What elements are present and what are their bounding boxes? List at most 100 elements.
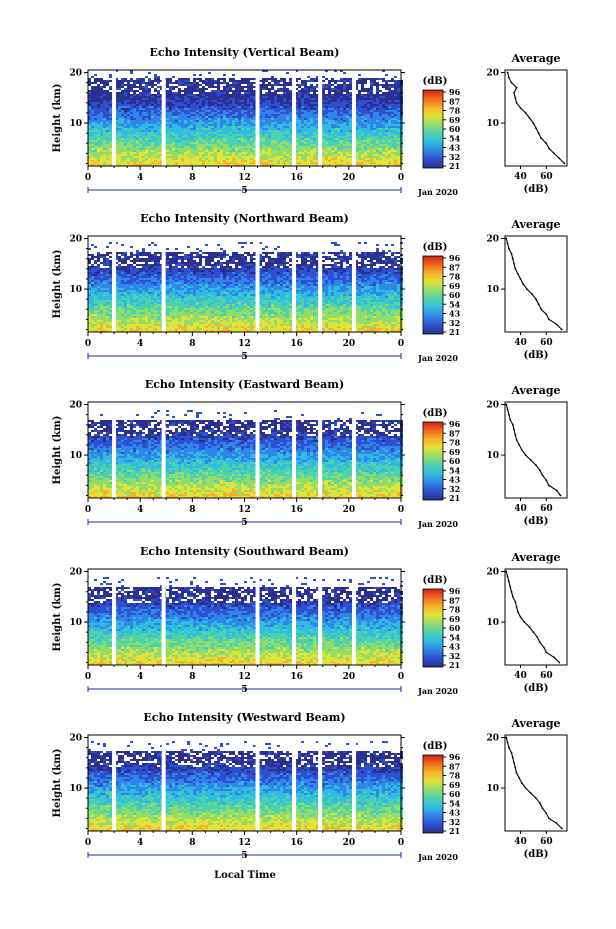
heatmap-cell [262,78,265,80]
heatmap-cell [184,148,187,150]
heatmap-cell [97,150,100,152]
heatmap-cell [214,100,217,102]
heatmap-cell [250,136,253,138]
heatmap-cell [127,112,130,114]
heatmap-cell [238,136,241,138]
heatmap-cell [247,98,250,100]
heatmap-cell [208,150,211,152]
heatmap-cell [136,134,139,136]
heatmap-cell [271,128,274,130]
heatmap-cell [205,92,208,94]
heatmap-cell [181,134,184,136]
heatmap-cell [244,116,247,118]
heatmap-cell [109,150,112,152]
heatmap-cell [235,98,238,100]
heatmap-cell [217,132,220,134]
heatmap-cell [196,108,199,110]
heatmap-cell [241,108,244,110]
heatmap-cell [223,74,226,76]
heatmap-cell [109,86,112,88]
heatmap-cell [202,114,205,116]
heatmap-cell [166,122,169,124]
heatmap-cell [187,116,190,118]
heatmap-cell [169,110,172,112]
heatmap-cell [127,156,130,158]
heatmap-cell [124,158,127,160]
heatmap-cell [118,120,121,122]
heatmap-cell [244,112,247,114]
heatmap-cell [139,120,142,122]
heatmap-cell [226,126,229,128]
heatmap-cell [241,100,244,102]
heatmap-cell [217,144,220,146]
heatmap-cell [250,108,253,110]
heatmap-cell [211,138,214,140]
heatmap-cell [211,150,214,152]
heatmap-cell [109,92,112,94]
heatmap-cell [157,162,160,164]
heatmap-cell [196,158,199,160]
heatmap-cell [91,96,94,98]
heatmap-cell [250,86,253,88]
heatmap-cell [220,100,223,102]
heatmap-cell [223,100,226,102]
heatmap-cell [238,122,241,124]
heatmap-cell [91,152,94,154]
heatmap-cell [187,140,190,142]
heatmap-cell [181,120,184,122]
heatmap-cell [127,136,130,138]
heatmap-cell [262,116,265,118]
heatmap-cell [169,86,172,88]
heatmap-cell [139,142,142,144]
heatmap-cell [241,118,244,120]
heatmap-cell [121,110,124,112]
heatmap-cell [229,106,232,108]
heatmap-cell [151,132,154,134]
heatmap-cell [124,92,127,94]
heatmap-cell [166,112,169,114]
heatmap-cell [109,132,112,134]
heatmap-cell [226,122,229,124]
heatmap-cell [94,118,97,120]
heatmap-cell [247,116,250,118]
heatmap-cell [199,74,202,76]
heatmap-cell [241,142,244,144]
heatmap-cell [217,94,220,96]
heatmap-cell [178,126,181,128]
heatmap-cell [205,126,208,128]
heatmap-cell [223,148,226,150]
heatmap-cell [205,122,208,124]
heatmap-cell [211,156,214,158]
heatmap-cell [187,156,190,158]
heatmap-cell [211,112,214,114]
heatmap-cell [229,114,232,116]
heatmap-cell [154,148,157,150]
heatmap-cell [220,144,223,146]
heatmap-cell [142,82,145,84]
heatmap-cell [199,134,202,136]
heatmap-cell [139,144,142,146]
heatmap-cell [130,150,133,152]
heatmap-cell [157,94,160,96]
heatmap-cell [193,162,196,164]
heatmap-cell [148,140,151,142]
heatmap-cell [109,130,112,132]
heatmap-cell [157,110,160,112]
heatmap-cell [265,84,268,86]
heatmap-cell [169,92,172,94]
heatmap-cell [130,94,133,96]
heatmap-cell [238,162,241,164]
heatmap-cell [247,138,250,140]
heatmap-cell [250,96,253,98]
heatmap-cell [151,156,154,158]
heatmap-cell [208,162,211,164]
heatmap-cell [157,120,160,122]
heatmap-cell [181,138,184,140]
heatmap-cell [205,114,208,116]
heatmap-cell [178,92,181,94]
heatmap-cell [190,90,193,92]
heatmap-cell [106,124,109,126]
heatmap-cell [199,140,202,142]
heatmap-cell [97,158,100,160]
heatmap-cell [199,96,202,98]
